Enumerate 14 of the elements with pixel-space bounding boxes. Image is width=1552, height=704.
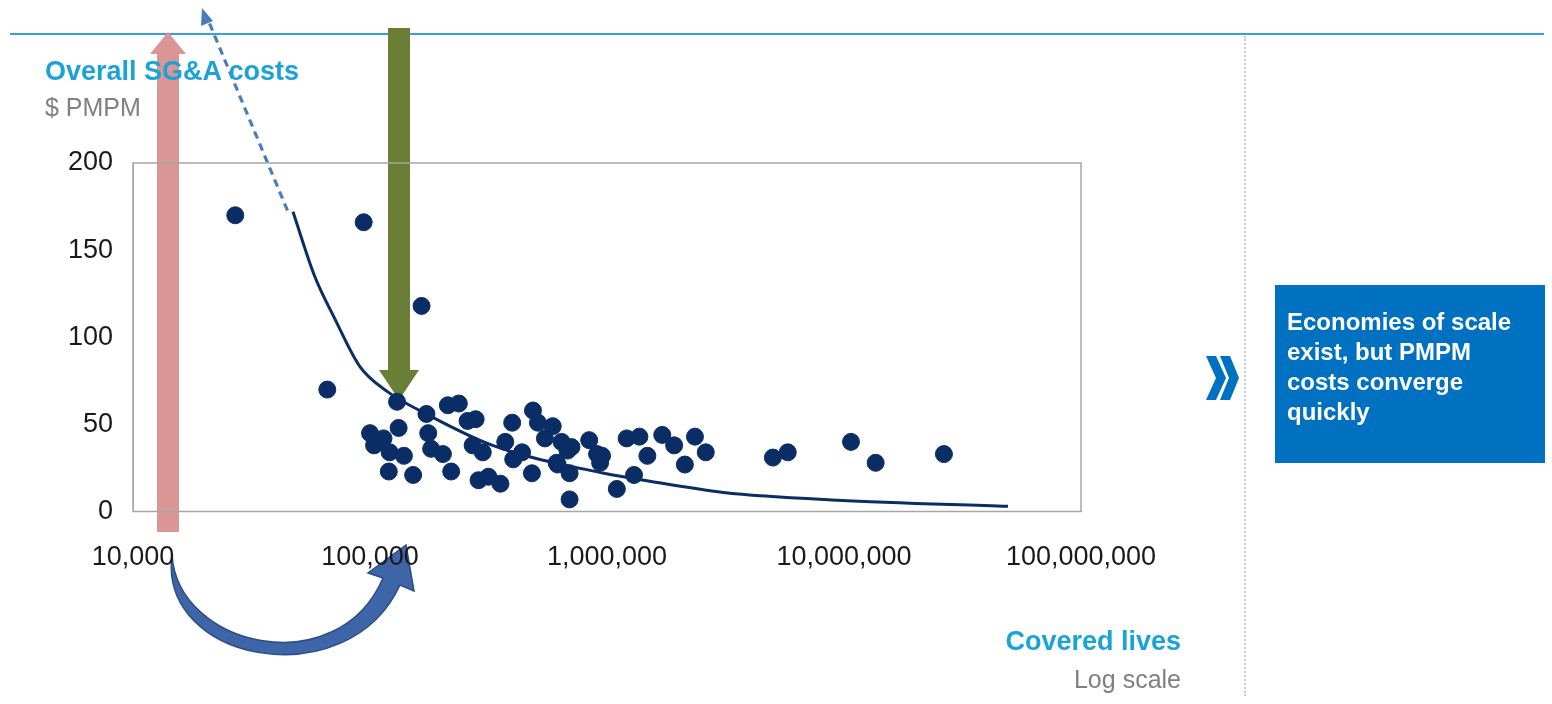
x-tick-label: 10,000,000 <box>776 541 912 572</box>
x-axis-title: Covered lives <box>1005 626 1181 656</box>
y-axis-title: Overall SG&A costs <box>45 56 300 86</box>
text: Economies of scale exist, but PMPM costs converge quickly <box>1275 285 1545 463</box>
y-tick-label: 0 <box>98 495 114 526</box>
y-tick-label: 50 <box>83 407 114 438</box>
x-tick-label: 10,000 <box>91 541 175 572</box>
chart-subtitle: $ PMPM <box>45 93 141 121</box>
y-tick-label: 150 <box>67 233 114 264</box>
y-tick-label: 100 <box>67 320 114 351</box>
text: Log scale <box>1073 665 1181 693</box>
x-tick-label: 100,000,000 <box>1005 541 1157 572</box>
x-tick-label: 1,000,000 <box>546 541 668 572</box>
y-tick-label: 200 <box>67 146 114 177</box>
